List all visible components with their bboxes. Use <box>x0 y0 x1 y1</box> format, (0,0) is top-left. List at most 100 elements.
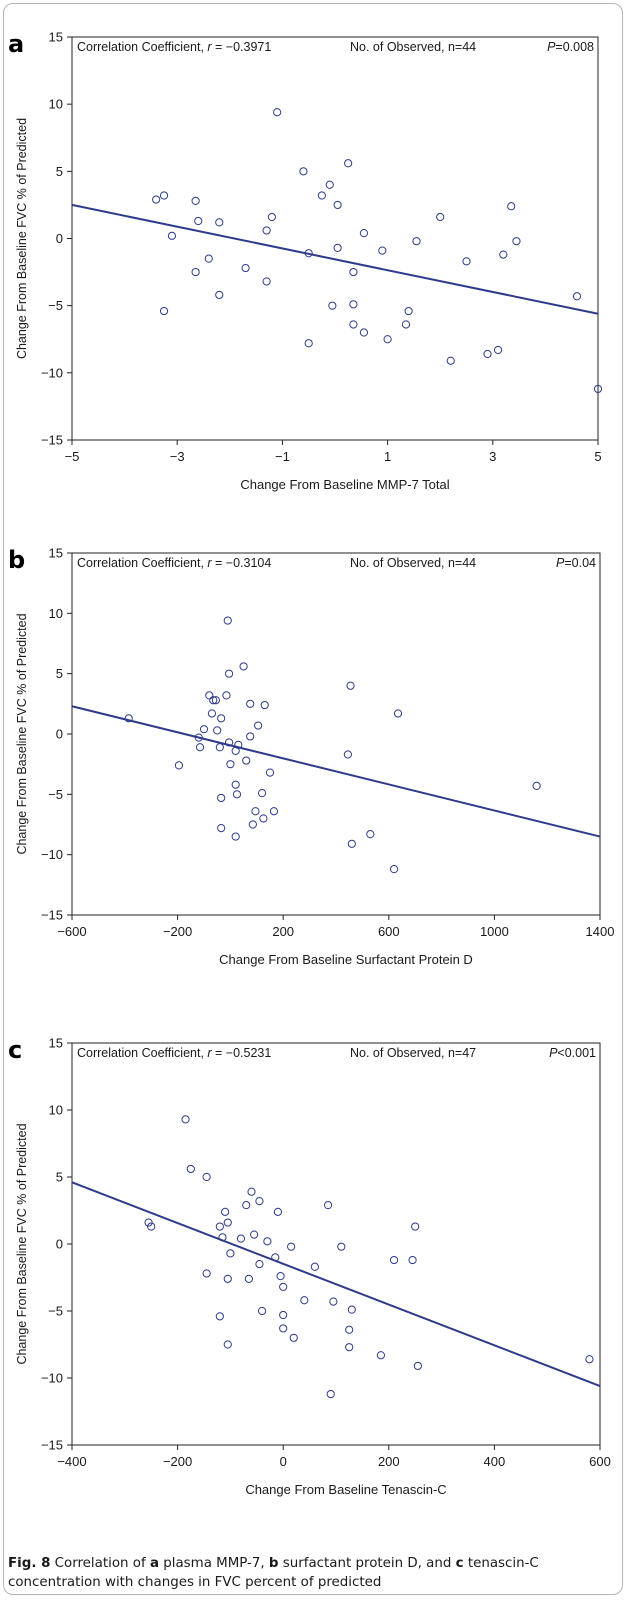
plot-frame-b <box>71 552 601 916</box>
data-point-a-17 <box>304 339 313 348</box>
data-point-c-35 <box>329 1297 338 1306</box>
data-point-a-28 <box>359 328 369 337</box>
x-tick-label: 200 <box>378 1454 400 1469</box>
data-point-b-17 <box>224 738 234 747</box>
data-point-c-28 <box>279 1324 288 1333</box>
data-point-a-34 <box>436 212 445 222</box>
data-point-c-39 <box>347 1305 356 1314</box>
data-point-b-39 <box>366 830 375 839</box>
data-point-b-7 <box>209 696 218 705</box>
regression-line-a <box>71 203 599 315</box>
data-point-a-35 <box>446 356 455 365</box>
data-point-b-42 <box>532 781 541 790</box>
regression-line-c <box>71 1181 601 1387</box>
data-point-c-32 <box>310 1262 319 1271</box>
x-tick-label: −600 <box>57 924 86 939</box>
data-point-c-6 <box>215 1222 224 1231</box>
data-point-b-24 <box>239 662 248 671</box>
y-tick-label: 5 <box>56 666 63 681</box>
data-point-b-35 <box>269 807 279 816</box>
data-point-c-2 <box>181 1115 190 1124</box>
data-point-c-27 <box>279 1310 288 1320</box>
data-point-a-9 <box>215 290 224 300</box>
p-value-annotation-b: P=0.04 <box>556 556 596 570</box>
data-point-a-2 <box>159 306 169 316</box>
data-point-c-8 <box>218 1233 227 1242</box>
x-tick-label: −3 <box>170 449 185 464</box>
data-point-a-15 <box>299 167 308 176</box>
data-point-b-20 <box>231 780 240 789</box>
data-point-b-27 <box>246 699 255 708</box>
data-point-c-25 <box>276 1272 285 1281</box>
x-tick-label: 200 <box>272 924 294 939</box>
y-tick-label: −5 <box>48 787 63 802</box>
data-point-a-3 <box>167 231 177 240</box>
data-point-c-45 <box>585 1355 594 1364</box>
panel-label-b: b <box>8 546 25 574</box>
caption-letter-b: b <box>268 1556 279 1571</box>
caption-text-4: tenascin-C concentration with changes in… <box>8 1556 539 1590</box>
data-point-b-14 <box>222 691 231 700</box>
data-point-a-7 <box>204 254 213 263</box>
data-point-b-12 <box>217 793 226 803</box>
data-point-b-1 <box>174 761 184 770</box>
y-tick-label: −10 <box>41 1371 63 1386</box>
data-point-c-37 <box>345 1325 354 1334</box>
x-tick-label: 1000 <box>480 924 509 939</box>
data-point-a-42 <box>572 292 582 301</box>
data-point-a-4 <box>191 196 200 205</box>
data-point-c-20 <box>255 1260 264 1269</box>
caption-letter-c: c <box>455 1556 464 1571</box>
data-point-b-31 <box>257 789 267 798</box>
panel-label-a: a <box>8 30 24 58</box>
data-point-b-5 <box>205 691 214 700</box>
y-tick-label: 15 <box>49 1036 63 1051</box>
data-point-b-16 <box>224 669 234 678</box>
data-point-b-10 <box>215 743 224 752</box>
data-point-a-13 <box>267 212 276 222</box>
data-point-a-12 <box>262 277 271 286</box>
data-point-a-16 <box>304 249 313 258</box>
data-point-c-13 <box>226 1249 235 1258</box>
data-point-a-1 <box>159 191 169 200</box>
y-tick-label: 5 <box>56 164 63 179</box>
data-point-b-25 <box>242 756 251 765</box>
y-tick-label: 0 <box>56 727 63 742</box>
data-point-b-23 <box>234 740 243 749</box>
data-point-a-20 <box>333 200 342 210</box>
data-point-a-24 <box>349 267 358 277</box>
y-tick-label: 15 <box>49 30 63 45</box>
data-point-a-43 <box>593 384 603 394</box>
data-point-c-19 <box>255 1197 264 1206</box>
x-tick-label: 3 <box>489 449 496 464</box>
data-point-b-41 <box>393 709 403 718</box>
y-tick-label: 15 <box>49 546 63 561</box>
data-point-a-18 <box>317 191 326 200</box>
data-point-c-21 <box>257 1306 267 1316</box>
data-point-b-6 <box>207 709 217 718</box>
data-point-a-23 <box>344 159 353 168</box>
y-tick-label: 5 <box>56 1170 63 1185</box>
data-point-a-6 <box>191 267 200 277</box>
y-tick-label: −5 <box>48 298 63 313</box>
caption-text-3: surfactant protein D, and <box>282 1556 452 1571</box>
data-point-a-38 <box>493 345 503 355</box>
data-point-c-17 <box>247 1187 256 1196</box>
x-tick-label: 5 <box>594 449 601 464</box>
data-point-b-13 <box>217 824 226 833</box>
data-point-b-2 <box>194 733 203 742</box>
n-observed-annotation-a: No. of Observed, n=44 <box>350 40 476 54</box>
caption-text-2: plasma MMP-7, <box>163 1556 265 1571</box>
correlation-annotation-c: Correlation Coefficient, r = −0.5231 <box>77 1046 271 1060</box>
data-point-b-37 <box>346 681 355 690</box>
data-point-c-3 <box>186 1164 195 1174</box>
data-point-a-32 <box>404 306 413 316</box>
data-point-c-4 <box>202 1172 211 1182</box>
data-point-c-30 <box>289 1333 298 1342</box>
data-point-b-40 <box>389 865 399 874</box>
figure-caption: Fig. 8 Correlation of a plasma MMP-7, b … <box>8 1554 620 1592</box>
data-point-c-0 <box>144 1218 153 1227</box>
data-point-b-3 <box>195 743 205 752</box>
y-tick-label: −10 <box>41 847 63 862</box>
data-point-c-31 <box>300 1296 309 1305</box>
